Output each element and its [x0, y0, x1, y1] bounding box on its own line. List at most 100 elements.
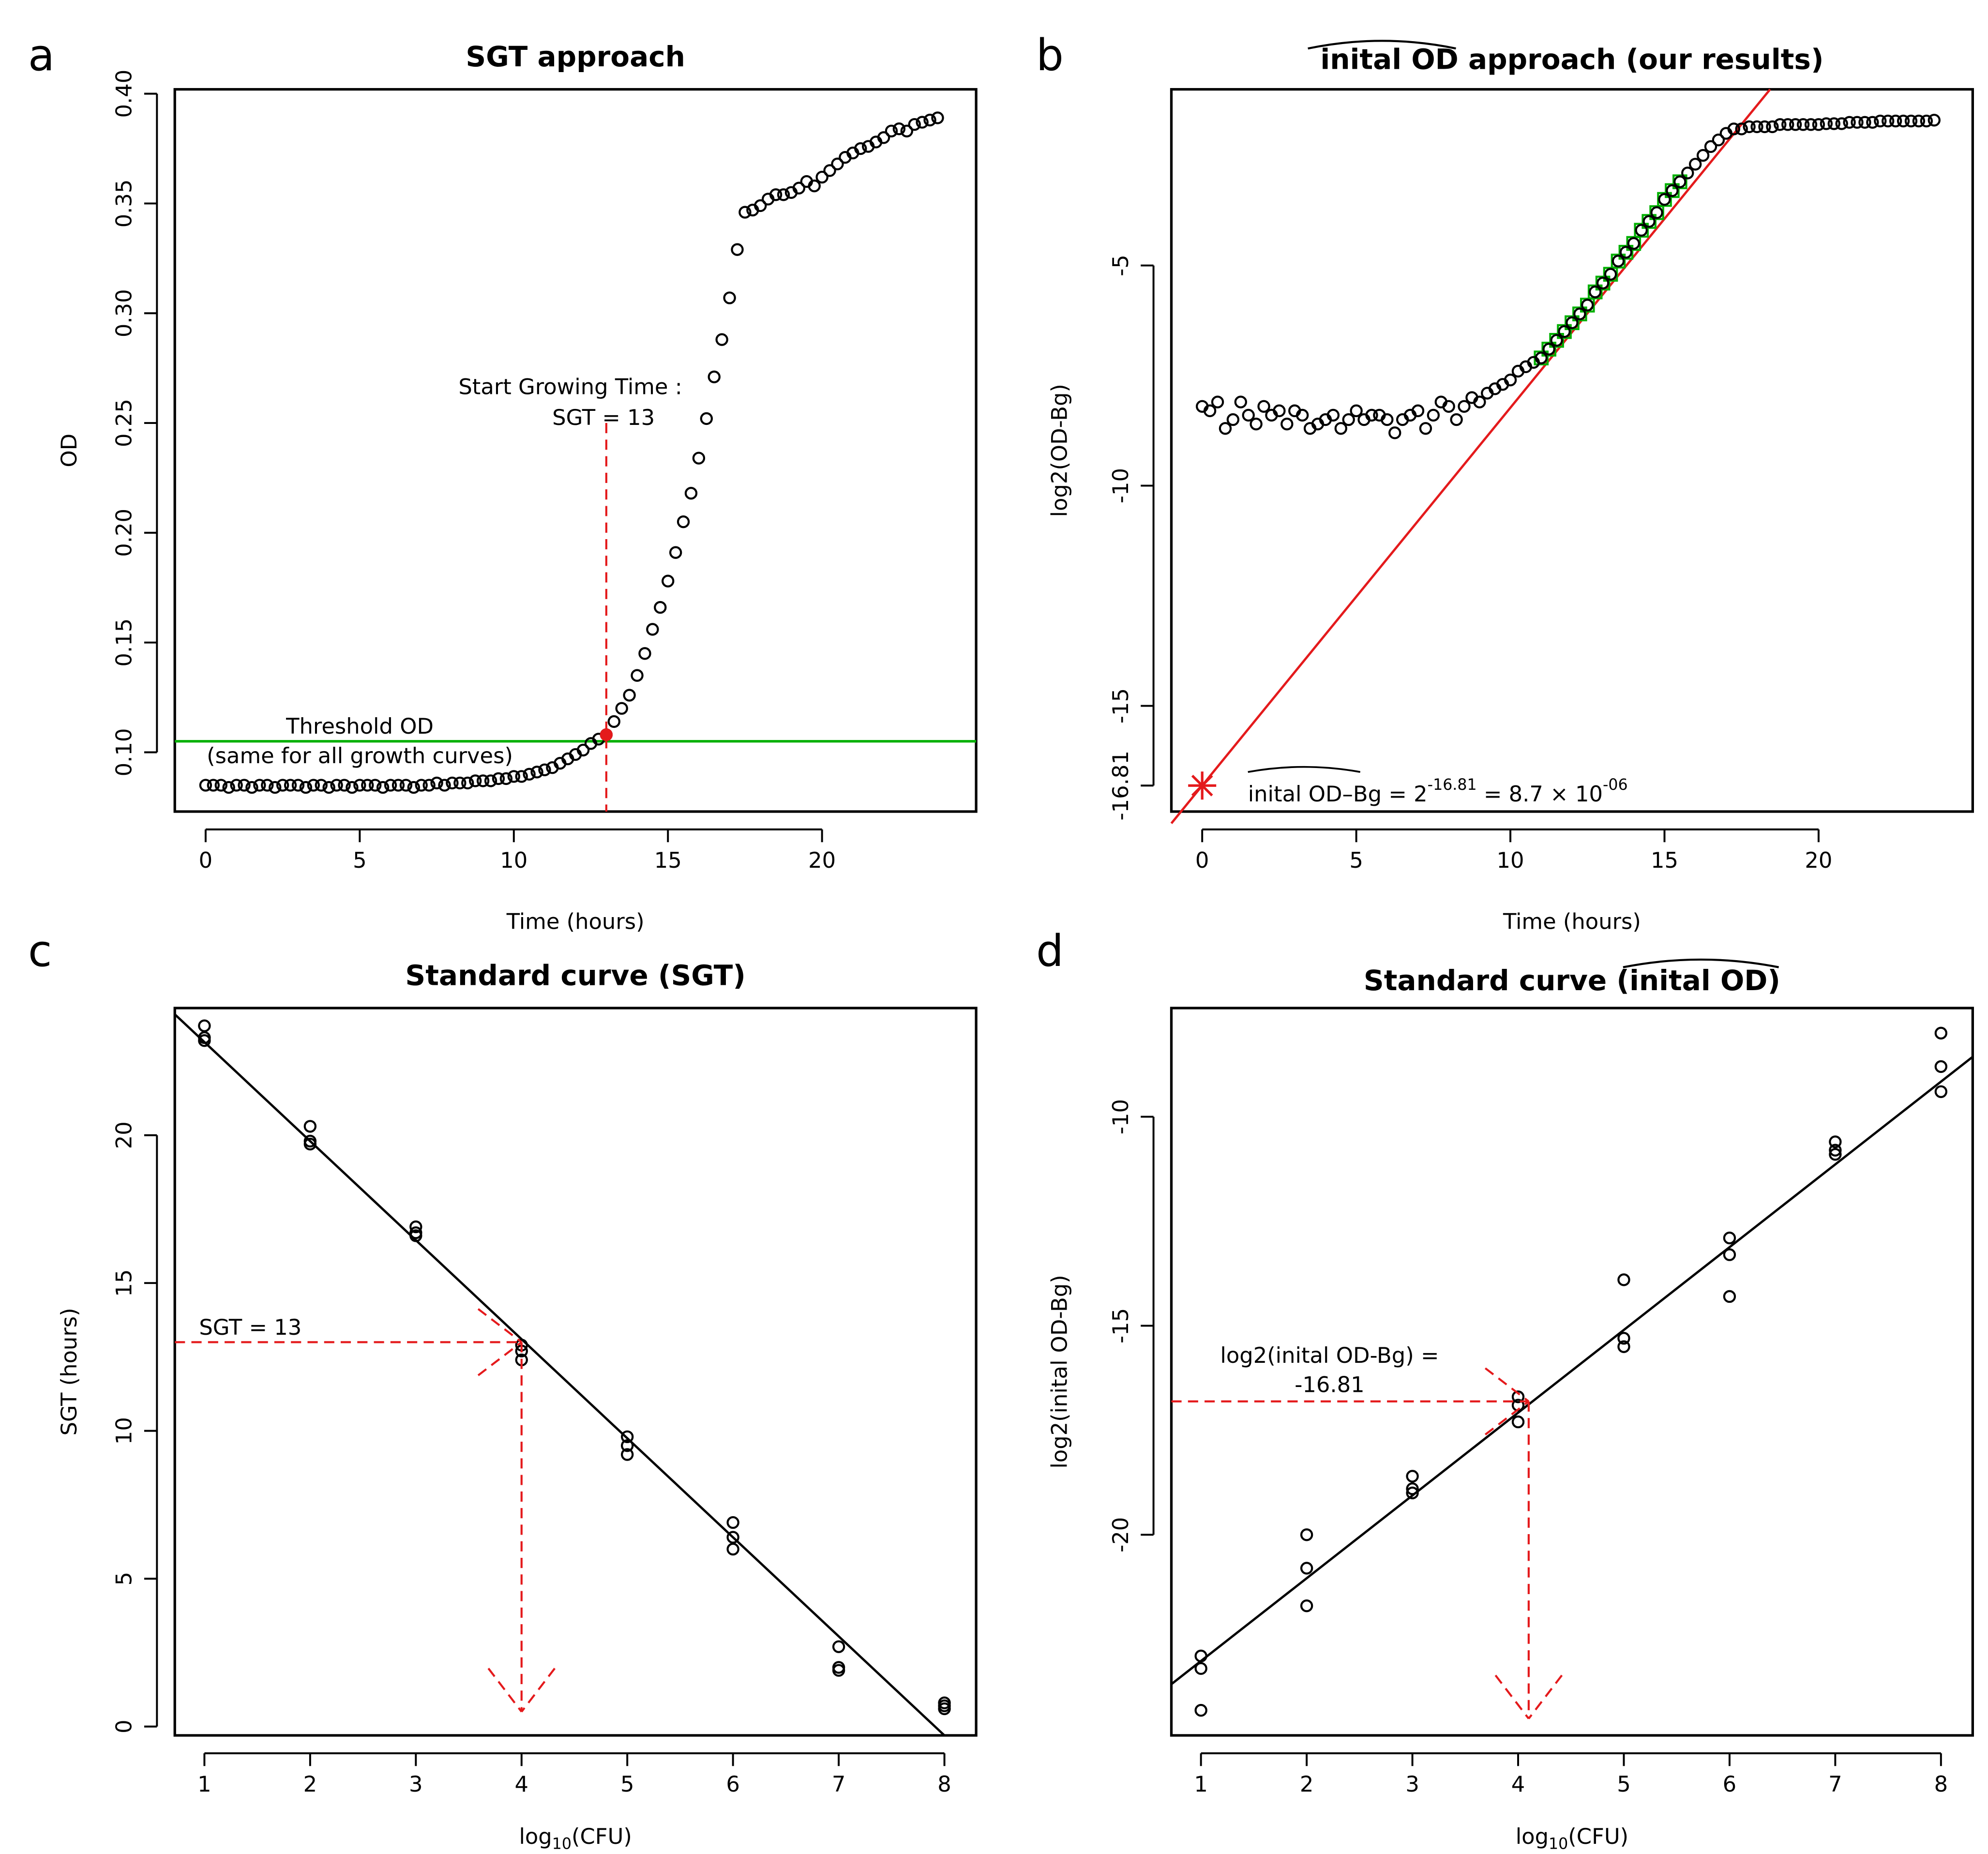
panel-b-data-point — [1743, 120, 1756, 134]
panel-a-data-point — [530, 766, 543, 779]
panel-d-y-label: log2(inital OD-Bg) — [1046, 1275, 1072, 1468]
panel-a-data-point — [708, 370, 721, 383]
panel-a-data-point — [468, 774, 482, 787]
panel-b-data-point — [1627, 237, 1640, 250]
panel-d-data-point — [1406, 1486, 1419, 1500]
panel-b-data-point — [1781, 118, 1794, 131]
panel-d-x-label: log10(CFU) — [1516, 1824, 1628, 1853]
panel-d-y-tick-label: -10 — [1108, 1099, 1133, 1134]
panel-c-sgt-label: SGT = 13 — [199, 1314, 301, 1340]
panel-c-x-tick-label: 5 — [620, 1771, 634, 1797]
panel-d-y-tick-label: -20 — [1108, 1517, 1133, 1553]
panel-b-data-point — [1326, 408, 1340, 422]
panel-b-data-point — [1365, 408, 1378, 422]
panel-b-data-point — [1604, 268, 1617, 281]
panel-b-x-axis: 0 5 10 15 20 — [1195, 828, 1832, 873]
panel-b-data-point — [1882, 114, 1895, 128]
panel-a-data-point — [923, 113, 936, 127]
panel-b-fit-marker — [1565, 315, 1580, 331]
panel-b-data-point — [1727, 122, 1740, 136]
panel-b-fit-marker — [1665, 183, 1680, 198]
panel-b-data-point — [1835, 117, 1848, 130]
panel-a-data-point — [307, 779, 320, 792]
panel-d-data-point — [1723, 1231, 1736, 1245]
panel-b-result-exp: -16.81 — [1428, 776, 1477, 794]
panel-d-data-point — [1194, 1662, 1207, 1675]
panel-c-data-point — [621, 1439, 634, 1452]
panel-a-y-tick-label: 0.35 — [111, 180, 137, 228]
panel-d-x-tick-label: 2 — [1300, 1771, 1314, 1797]
panel-b-y-tick-label: -16.81 — [1108, 751, 1133, 820]
panel-a-data-point — [499, 772, 513, 785]
panel-c-y-tick-label: 10 — [111, 1417, 137, 1445]
panel-b-data-point — [1203, 404, 1217, 418]
panel-c-data-point — [409, 1229, 422, 1242]
panel-a-data-point — [892, 122, 906, 136]
panel-a-data-point — [376, 781, 390, 794]
panel-c-data-point — [409, 1220, 422, 1234]
panel-d-arrow-head — [1484, 1401, 1530, 1436]
panel-a-data-point — [338, 779, 351, 792]
panel-b-data-point — [1827, 117, 1840, 130]
panel-b-data-point — [1766, 120, 1779, 134]
panel-b-data-point — [1658, 193, 1671, 206]
panel-a-data-point — [815, 170, 828, 184]
panel-c-data-point — [726, 1542, 739, 1556]
panel-b-fit-line — [1170, 89, 1771, 824]
panel-a-data-point — [369, 779, 382, 792]
panel-c-x-label: log10(CFU) — [519, 1824, 632, 1853]
panel-a-data-point — [276, 779, 289, 792]
panel-c-data-point — [621, 1448, 634, 1461]
panel-a-data-point — [607, 715, 620, 728]
panel-a-data-point — [823, 164, 836, 177]
panel-c-title: Standard curve (SGT) — [405, 959, 745, 992]
panel-b-data-point — [1789, 118, 1802, 131]
panel-b-data-point — [1750, 120, 1763, 134]
panel-d-data-point — [1723, 1290, 1736, 1303]
panel-a-data-point — [238, 779, 251, 792]
panel-c-x-tick-label: 2 — [303, 1771, 317, 1797]
panel-c-y-tick-label: 0 — [111, 1719, 137, 1733]
panel-d-x-axis: 1 2 3 4 5 6 7 8 — [1194, 1752, 1948, 1797]
panel-a-data-point — [900, 124, 913, 137]
panel-b-data-point — [1273, 404, 1286, 418]
panel-a-data-point — [662, 574, 675, 588]
panel-a-y-tick-label: 0.30 — [111, 289, 137, 337]
panel-letter-c: c — [28, 926, 52, 977]
panel-a-y-tick-label: 0.25 — [111, 399, 137, 447]
panel-b-y-tick-label: -15 — [1108, 688, 1133, 724]
panel-b-fit-marker — [1657, 192, 1672, 207]
panel-b-x-label: Time (hours) — [1503, 909, 1641, 935]
panel-c-data-point — [198, 1034, 211, 1047]
panel-a-data-point — [253, 779, 266, 792]
panel-d-data-point — [1511, 1415, 1525, 1429]
panel-b-data-point — [1858, 116, 1871, 129]
panel-letter-a: a — [28, 30, 55, 81]
panel-b-result-hat — [1248, 766, 1361, 773]
panel-b-fit-marker — [1642, 214, 1657, 229]
panel-d-y-axis: -10 -15 -20 — [1108, 1099, 1155, 1553]
panel-b-data-point — [1804, 118, 1818, 131]
panel-a-data-point — [261, 779, 274, 792]
panel-a-data-point — [854, 142, 867, 155]
panel-a-data-point — [638, 647, 651, 660]
panel-b-data-point — [1696, 149, 1710, 162]
panel-c-x-tick-label: 3 — [409, 1771, 423, 1797]
panel-a-x-tick-label: 5 — [353, 847, 367, 873]
panel-b-data-point — [1211, 395, 1224, 408]
panel-d-data-point — [1829, 1148, 1842, 1161]
panel-a-data-point — [507, 770, 520, 783]
panel-a-data-point — [731, 243, 744, 256]
panel-a-data-point — [453, 776, 467, 790]
panel-b-data-point — [1666, 184, 1679, 197]
panel-a-data-point — [523, 768, 536, 781]
panel-b-fit-marker — [1626, 236, 1642, 251]
panel-c-points — [198, 1019, 951, 1716]
panel-b-y-axis: -5 -10 -15 -16.81 — [1108, 255, 1155, 820]
panel-b-data-point — [1334, 422, 1347, 435]
panel-c-arrows — [175, 1308, 556, 1713]
panel-a-data-point — [484, 774, 497, 787]
panel-b-x-tick-label: 0 — [1195, 847, 1209, 873]
panel-d-points — [1194, 1026, 1948, 1717]
panel-a-x-tick-label: 10 — [500, 847, 527, 873]
